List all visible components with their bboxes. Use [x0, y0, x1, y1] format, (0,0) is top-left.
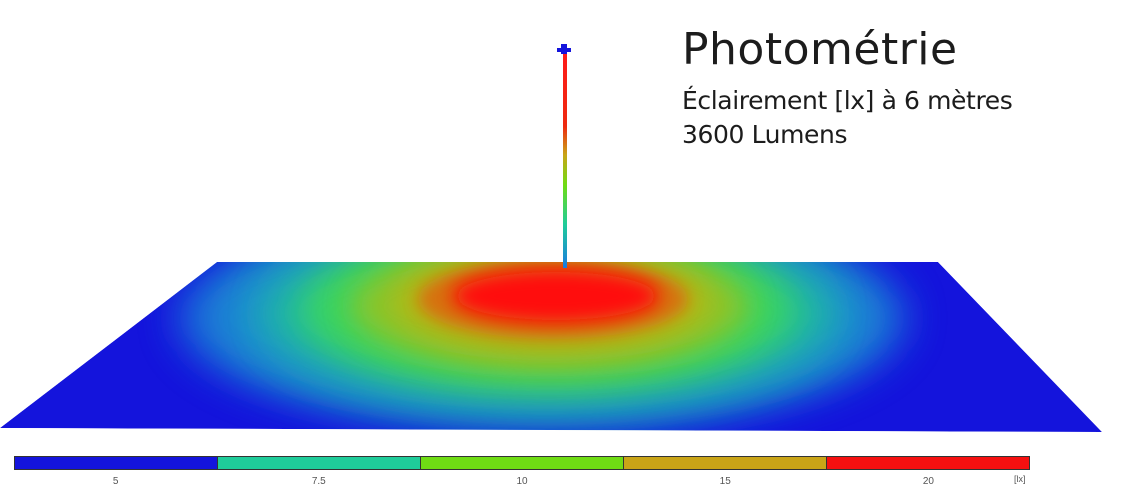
legend-swatch-2	[421, 457, 624, 469]
lumens-label: 3600 Lumens	[682, 120, 848, 149]
legend-label-4: 20	[922, 476, 934, 487]
pole-shaft	[563, 50, 567, 268]
legend-label-1: 7.5	[311, 476, 326, 487]
legend-label-3: 15	[719, 476, 731, 487]
title-block: Photométrie Éclairement [lx] à 6 mètres …	[682, 24, 1013, 152]
color-legend	[14, 456, 1030, 470]
iso-lux-contours	[177, 262, 907, 428]
legend-label-2: 10	[516, 476, 528, 487]
legend-swatch-4	[827, 457, 1029, 469]
legend-swatch-1	[218, 457, 421, 469]
lamp-pole	[557, 44, 571, 268]
pole-cap	[561, 44, 567, 54]
page-title: Photométrie	[682, 24, 958, 75]
contour-core	[456, 272, 656, 320]
legend-swatch-0	[15, 457, 218, 469]
illuminance-subtitle: Éclairement [lx] à 6 mètres	[682, 86, 1013, 115]
legend-label-0: 5	[112, 476, 119, 487]
legend-unit: [lx]	[1014, 474, 1026, 484]
illuminance-plane	[0, 262, 1102, 432]
legend-labels: 5 7.5 10 15 20	[14, 476, 1030, 490]
legend-swatch-3	[624, 457, 827, 469]
